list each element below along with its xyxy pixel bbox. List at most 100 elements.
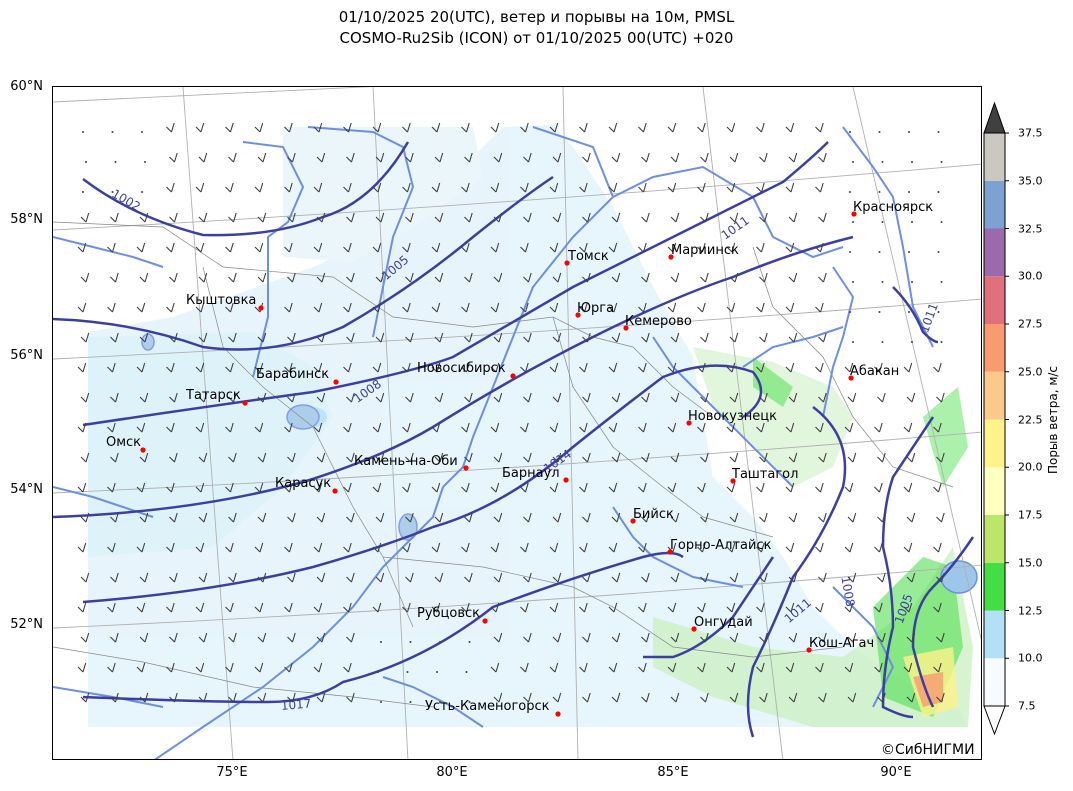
wind-barb [316,512,326,523]
wind-barb [225,362,234,373]
wind-barb [667,242,677,253]
wind-barb [254,482,264,493]
wind-barb [77,422,87,433]
wind-barb [552,392,562,403]
wind-barb [254,182,264,193]
wind-barb [785,242,795,253]
wind-barb-calm [911,341,913,343]
wind-barb [169,152,178,163]
wind-barb [493,392,503,403]
wind-barb [490,302,500,313]
wind-barb [461,422,470,433]
wind-barb [700,572,709,583]
wind-barb [434,212,444,223]
wind-barb [697,182,706,193]
wind-barb-calm [911,221,913,223]
wind-barb [493,512,503,523]
wind-barb-calm [406,671,409,673]
wind-barb-calm [908,191,910,193]
wind-barb [313,122,323,133]
wind-barb [933,542,942,553]
wind-barb [107,422,116,433]
wind-barb [490,362,500,373]
wind-barb [815,182,824,193]
city-label: Бийск [633,507,674,522]
wind-barb [225,542,234,553]
wind-barb-calm [937,131,940,133]
lon-label-90: 90°E [880,765,912,780]
wind-barb [405,272,414,283]
wind-barb [729,572,739,583]
colorbar-bin [984,610,1005,659]
wind-barb [729,212,739,223]
wind-barb [287,692,296,703]
wind-barb [110,692,119,703]
wind-barb [493,272,503,283]
wind-barb [166,422,175,433]
wind-barb [549,182,559,193]
colorbar-bin [984,419,1005,468]
wind-barb-calm [937,191,940,193]
wind-barb [77,242,87,253]
city-marker [686,420,692,426]
wind-barb [195,182,205,193]
wind-barb [697,602,706,613]
wind-barb [847,632,857,643]
wind-barb [641,692,650,703]
wind-barb [552,272,562,283]
wind-barb [906,512,916,523]
wind-barb [464,272,473,283]
wind-barb [228,452,237,463]
wind-barb [139,692,149,703]
wind-barb [667,182,677,193]
lon-label-85: 85°E [657,765,689,780]
wind-barb [169,212,178,223]
wind-barb [670,692,680,703]
wind-barb [818,272,827,283]
wind-barb [608,302,618,313]
wind-barb [343,302,352,313]
wind-barb [107,362,116,373]
wind-barb [815,422,824,433]
wind-barb [552,512,562,523]
wind-barb [906,572,916,583]
wind-barb [700,152,709,163]
wind-barb [110,392,119,403]
wind-barb [579,122,588,133]
wind-barb [195,362,205,373]
wind-barb [788,632,798,643]
wind-barb-calm [85,161,87,163]
wind-barb [346,272,355,283]
city-label: Мариинск [671,243,739,258]
gust-field-strong [653,347,978,727]
wind-barb [343,602,352,613]
wind-barb [670,572,680,583]
wind-barb [346,152,355,163]
wind-barb [169,632,178,643]
city-marker [563,477,569,483]
colorbar-bin [984,467,1005,515]
wind-barb [520,602,529,613]
wind-barbs [77,122,945,703]
city-label: Онгудай [694,615,753,630]
wind-barb [77,602,87,613]
wind-barb [313,302,323,313]
colorbar-bin [984,562,1005,611]
wind-barb [520,482,529,493]
wind-barb [316,452,326,463]
wind-barb [726,662,736,673]
city-label: Рубцовск [417,606,480,621]
wind-barb [608,362,618,373]
wind-barb [402,122,411,133]
wind-barb [284,662,293,673]
wind-barb [729,152,739,163]
wind-barb [667,602,677,613]
city-label: Красноярск [853,200,933,215]
wind-barb [434,512,444,523]
wind-barb [493,152,503,163]
wind-barb [287,572,296,583]
wind-barb [579,362,588,373]
colorbar-bin [984,371,1005,420]
wind-barb [844,482,854,493]
wind-barb [80,272,90,283]
